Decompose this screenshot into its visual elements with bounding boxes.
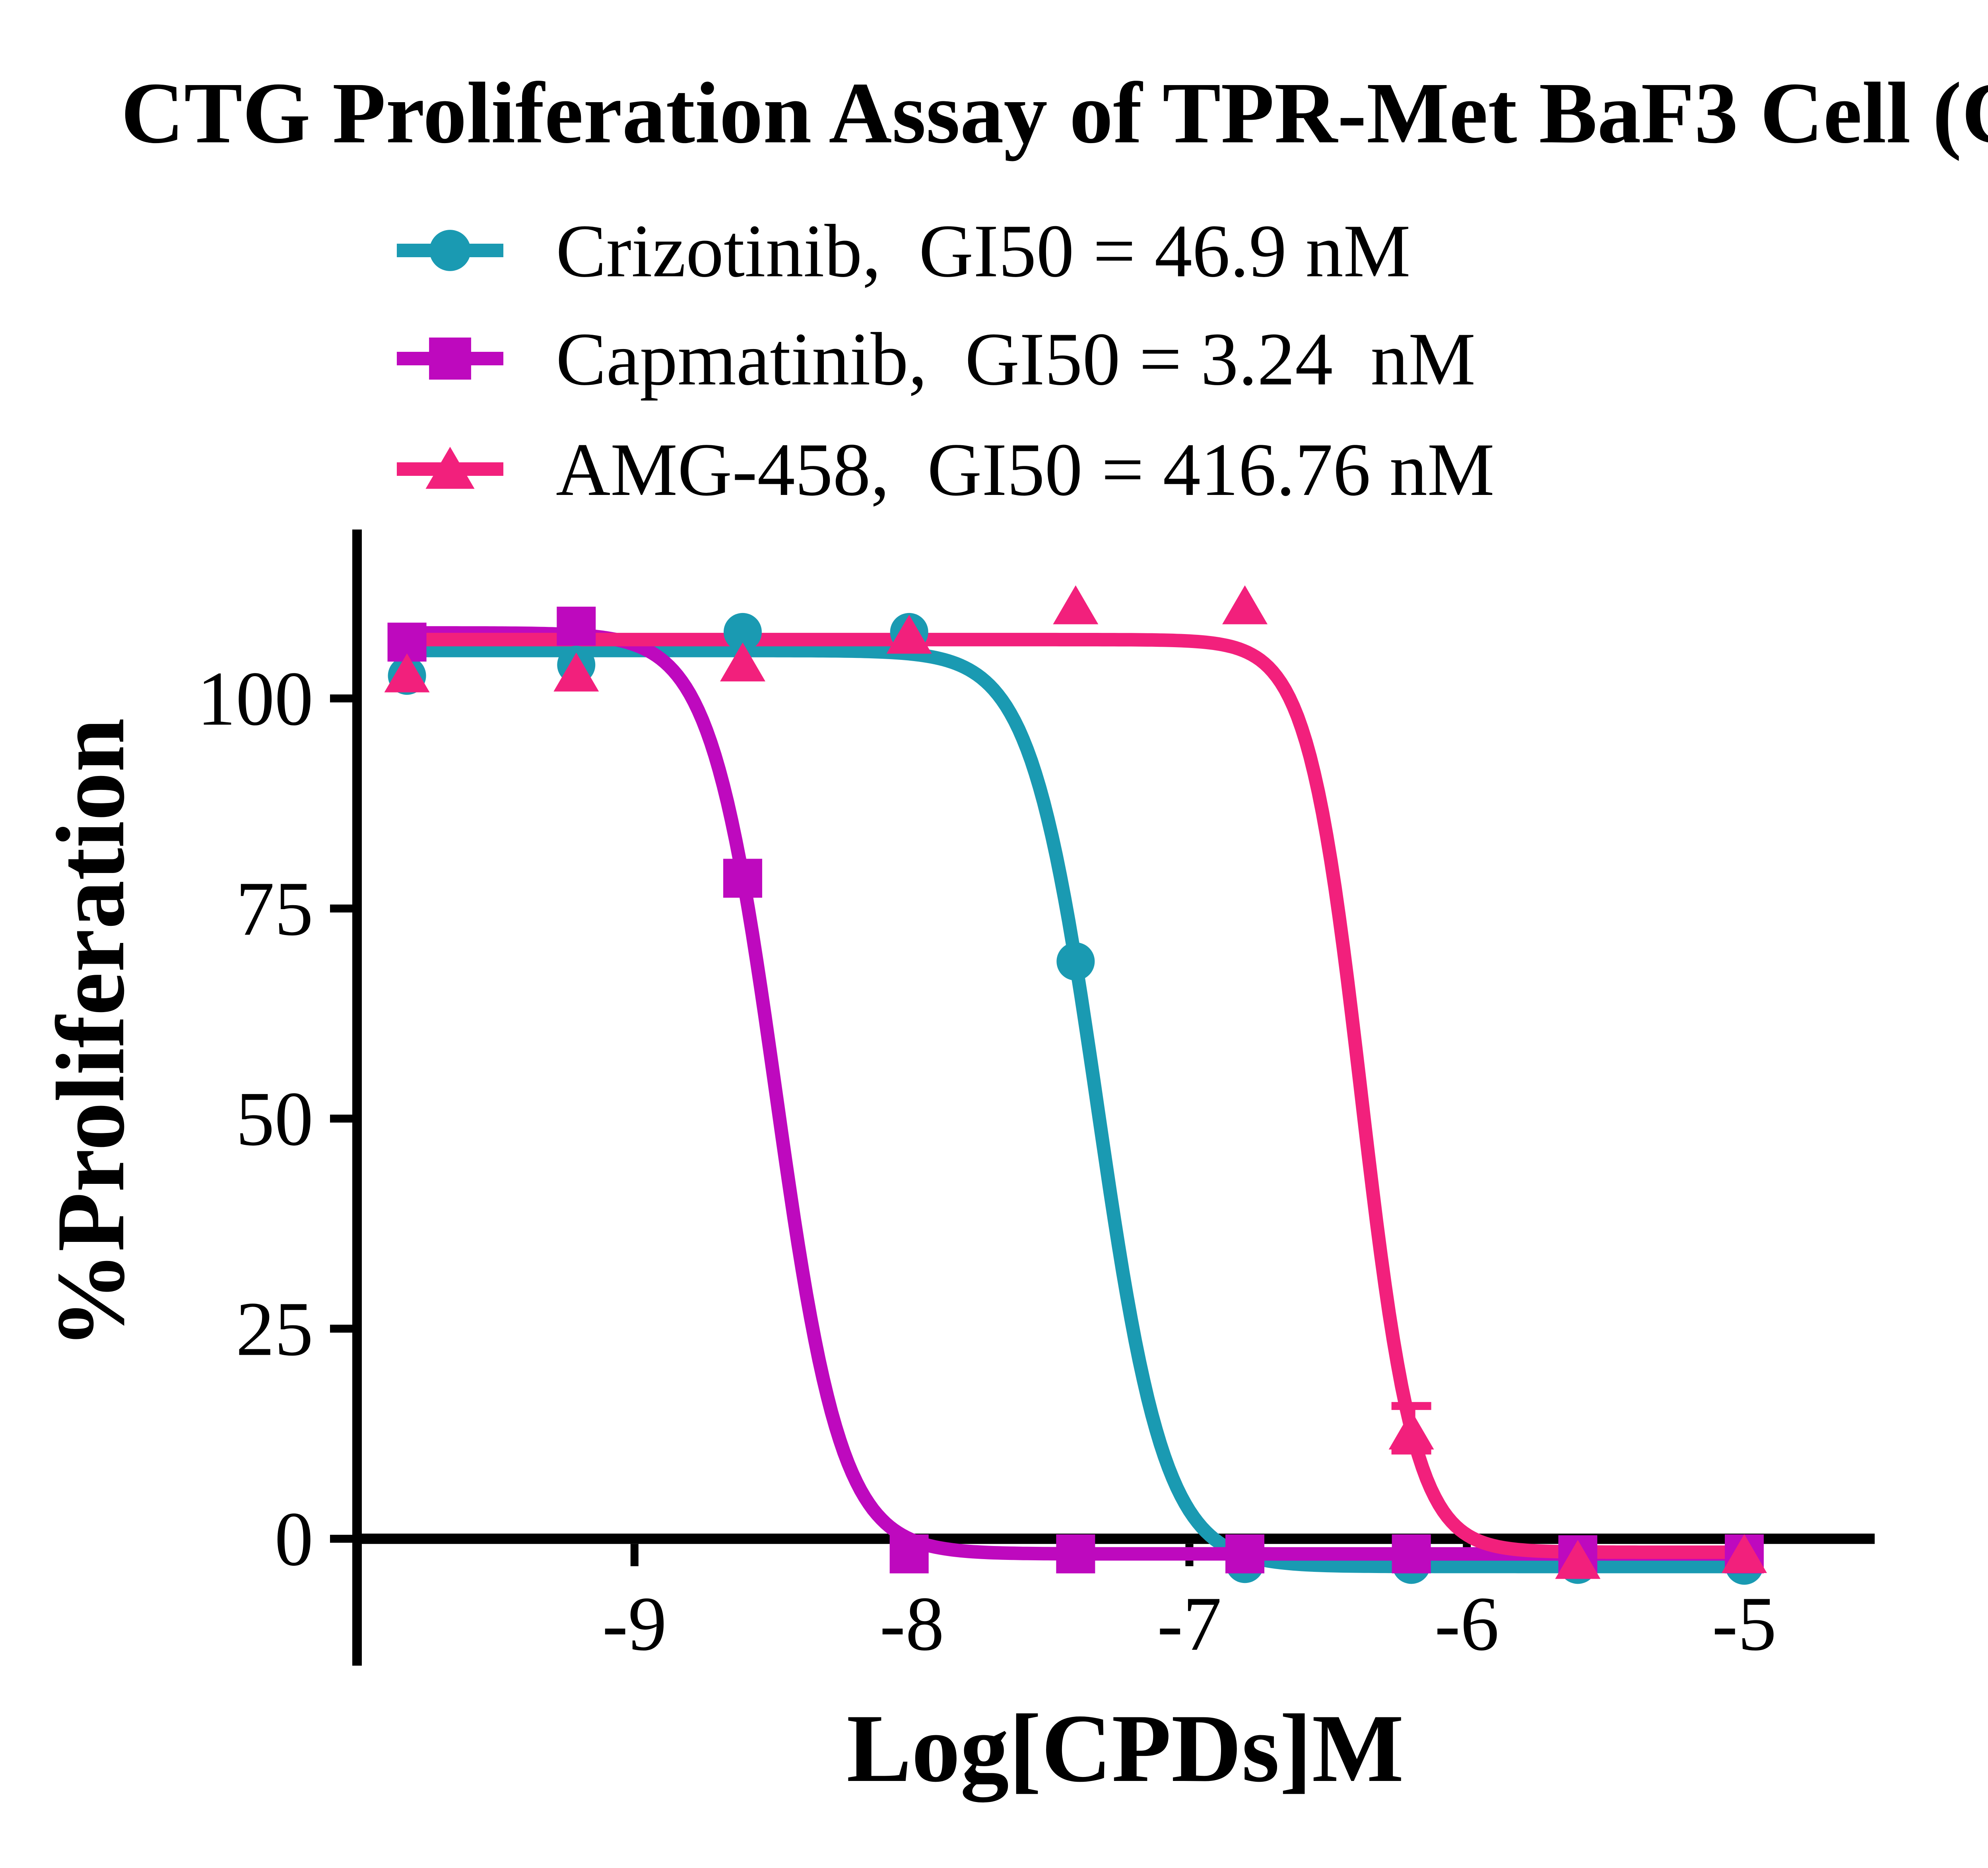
legend-item: AMG-458, GI50 = 416.76 nM — [397, 428, 1495, 512]
axes — [330, 530, 1875, 1666]
data-point-amg-458 — [1388, 1410, 1434, 1450]
series-capmatinib — [387, 607, 1764, 1574]
data-point-capmatinib — [1056, 1534, 1095, 1573]
data-point-capmatinib — [723, 859, 762, 898]
legend-item: Crizotinib, GI50 = 46.9 nM — [397, 209, 1411, 293]
data-point-amg-458 — [1053, 585, 1099, 625]
data-point-amg-458 — [886, 615, 932, 654]
error-bar-cap-top — [1391, 1402, 1431, 1410]
x-tick — [630, 1544, 639, 1566]
y-tick — [330, 694, 352, 702]
curve-capmatinib — [392, 626, 1762, 1561]
curve-crizotinib — [392, 644, 1762, 1573]
y-tick — [330, 904, 352, 913]
data-point-capmatinib — [1225, 1534, 1264, 1573]
data-point-amg-458 — [553, 652, 599, 692]
legend-item: Capmatinib, GI50 = 3.24 nM — [397, 318, 1475, 401]
data-point-capmatinib — [1392, 1534, 1431, 1573]
data-point-amg-458 — [1222, 585, 1268, 625]
legend-circle-marker — [429, 230, 471, 271]
legend-triangle-marker — [425, 446, 475, 489]
y-tick — [330, 1325, 352, 1333]
y-tick-label: 25 — [236, 1286, 313, 1372]
data-point-amg-458 — [720, 642, 765, 682]
series-crizotinib — [388, 613, 1764, 1585]
legend-square-marker — [429, 338, 471, 380]
data-point-crizotinib — [1056, 942, 1095, 981]
legend: Crizotinib, GI50 = 46.9 nM Capmatinib, GI… — [397, 209, 1495, 512]
x-tick-label: -9 — [602, 1581, 667, 1667]
data-point-amg-458 — [1555, 1540, 1601, 1579]
series-amg-458 — [384, 585, 1767, 1579]
x-tick-label: -6 — [1435, 1581, 1499, 1667]
y-tick-label: 100 — [197, 656, 314, 742]
chart-title: CTG Proliferation Assay of TPR-Met BaF3 … — [121, 64, 1988, 161]
x-tick-label: -8 — [879, 1581, 944, 1667]
y-axis-spine — [352, 530, 362, 1666]
axis-tick-labels: 0 25 50 75 100 -9 -8 -7 -6 -5 — [197, 656, 1777, 1667]
y-tick-label: 75 — [236, 866, 313, 952]
legend-label: Crizotinib, GI50 = 46.9 nM — [556, 209, 1411, 293]
x-tick-label: -7 — [1157, 1581, 1221, 1667]
y-axis-label: %Proliferation — [37, 718, 144, 1349]
y-tick — [330, 1114, 352, 1123]
series-markers — [384, 585, 1767, 1585]
data-point-capmatinib — [557, 607, 596, 646]
data-point-crizotinib — [723, 613, 762, 651]
x-axis-spine — [352, 1533, 1875, 1544]
data-point-amg-458 — [384, 653, 430, 692]
y-tick-label: 0 — [275, 1496, 314, 1582]
series-curves — [392, 626, 1762, 1573]
x-tick-label: -5 — [1712, 1581, 1776, 1667]
data-point-capmatinib — [889, 1534, 929, 1573]
legend-label: AMG-458, GI50 = 416.76 nM — [556, 428, 1495, 512]
y-tick-label: 50 — [236, 1076, 313, 1162]
x-axis-label: Log[CPDs]M — [846, 1694, 1404, 1802]
curve-amg-458 — [392, 632, 1762, 1559]
data-point-amg-458 — [1722, 1534, 1767, 1573]
legend-label: Capmatinib, GI50 = 3.24 nM — [556, 318, 1475, 401]
y-tick — [330, 1534, 352, 1543]
